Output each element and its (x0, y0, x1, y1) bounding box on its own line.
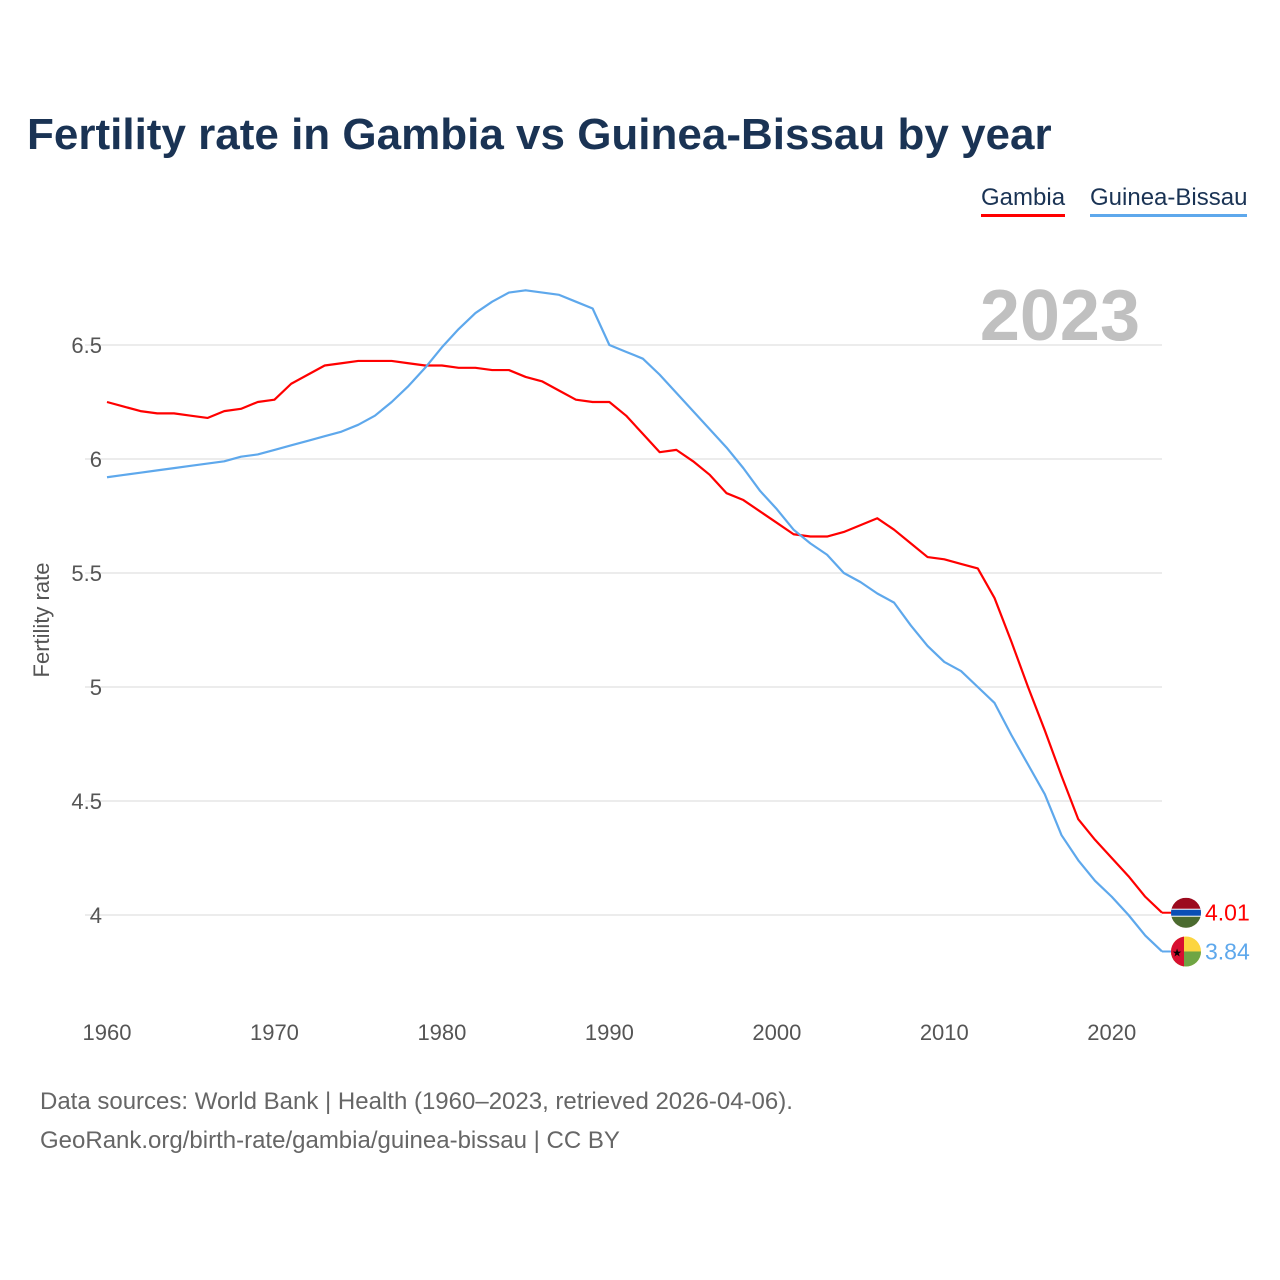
y-tick-label: 5.5 (71, 561, 102, 586)
chart-title: Fertility rate in Gambia vs Guinea-Bissa… (27, 110, 1052, 159)
footer-sources: Data sources: World Bank | Health (1960–… (40, 1088, 793, 1115)
flag-red (1171, 936, 1184, 967)
series-line-gambia (106, 359, 1163, 914)
guinea-bissau-flag-icon: ★ (1171, 936, 1201, 967)
y-tick-label: 6 (90, 447, 102, 472)
x-tick-label: 1980 (417, 1020, 466, 1045)
flag-body: ★ (1171, 936, 1201, 967)
x-tick-label: 1970 (250, 1020, 299, 1045)
y-tick-label: 6.5 (71, 333, 102, 358)
x-tick-label: 2020 (1087, 1020, 1136, 1045)
series-line-guinea-bissau (106, 289, 1163, 953)
footer-link[interactable]: GeoRank.org/birth-rate/gambia/guinea-bis… (40, 1127, 620, 1154)
legend-gambia[interactable]: Gambia (981, 184, 1066, 217)
star-icon: ★ (1172, 947, 1182, 959)
flag-green (1171, 916, 1201, 928)
y-tick-label: 5 (90, 675, 102, 700)
flag-body (1171, 897, 1201, 928)
flag-blue (1171, 909, 1201, 916)
x-tick-label: 1960 (83, 1020, 132, 1045)
x-tick-label: 2010 (920, 1020, 969, 1045)
legend-guinea-bissau[interactable]: Guinea-Bissau (1090, 184, 1248, 217)
gambia-flag-icon (1171, 897, 1201, 928)
y-tick-label: 4.5 (71, 789, 102, 814)
current-year-label: 2023 (979, 276, 1140, 356)
y-tick-label: 4 (90, 903, 102, 928)
end-value-label: 4.01 (1205, 900, 1250, 926)
x-tick-label: 2000 (752, 1020, 801, 1045)
x-tick-label: 1990 (585, 1020, 634, 1045)
end-value-label: 3.84 (1205, 938, 1250, 964)
